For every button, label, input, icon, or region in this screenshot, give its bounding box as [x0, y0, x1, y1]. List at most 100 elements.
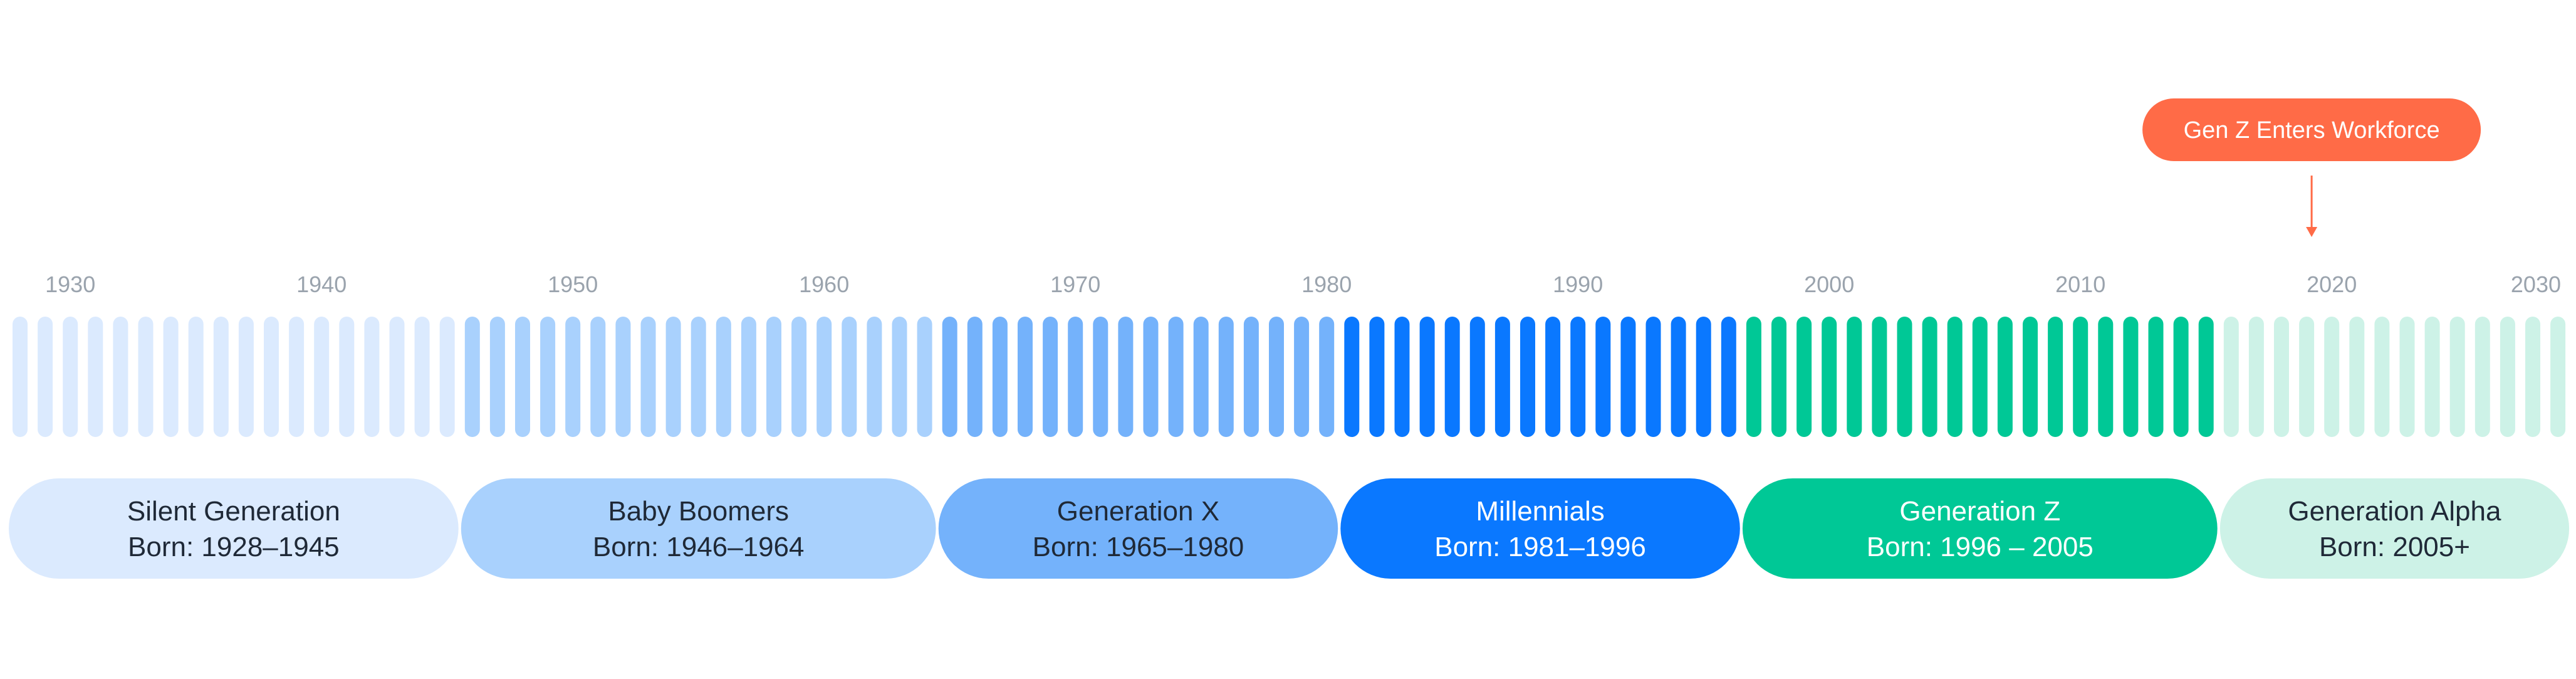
- generation-pills: Silent Generation Born: 1928–1945 Baby Boo…: [9, 478, 2570, 579]
- year-bar-2009: [2048, 317, 2063, 437]
- year-bar-1968: [1018, 317, 1033, 437]
- year-bar-1943: [389, 317, 405, 437]
- year-bar-2025: [2449, 317, 2465, 437]
- year-bar-1978: [1269, 317, 1284, 437]
- year-bar-1997: [1746, 317, 1761, 437]
- year-bar-1992: [1620, 317, 1636, 437]
- year-bar-1946: [464, 317, 480, 437]
- generation-born-range: Born: 1981–1996: [1434, 532, 1646, 562]
- year-bar-1991: [1595, 317, 1611, 437]
- generation-name: Generation Alpha: [2288, 496, 2501, 527]
- generation-pill-bg: [938, 478, 1338, 579]
- generation-pill-3: Millennials Born: 1981–1996: [1340, 478, 1740, 579]
- year-bar-1974: [1168, 317, 1184, 437]
- year-bar-1988: [1520, 317, 1535, 437]
- year-bar-2007: [1997, 317, 2013, 437]
- year-label-1940: 1940: [296, 271, 347, 297]
- generation-pill-1: Baby Boomers Born: 1946–1964: [461, 478, 936, 579]
- year-bar-1966: [967, 317, 983, 437]
- year-label-1990: 1990: [1553, 271, 1603, 297]
- year-bar-1941: [339, 317, 355, 437]
- year-bar-1970: [1068, 317, 1083, 437]
- year-bar-2016: [2223, 317, 2239, 437]
- year-bar-2001: [1847, 317, 1862, 437]
- year-bar-2028: [2525, 317, 2540, 437]
- year-bar-1940: [314, 317, 330, 437]
- year-bar-2014: [2173, 317, 2189, 437]
- year-bar-1936: [213, 317, 229, 437]
- year-bar-1953: [640, 317, 656, 437]
- year-bar-2008: [2023, 317, 2038, 437]
- year-bar-1951: [590, 317, 606, 437]
- year-bar-1962: [867, 317, 882, 437]
- year-bar-2027: [2500, 317, 2515, 437]
- year-bar-1957: [741, 317, 756, 437]
- year-bar-1976: [1218, 317, 1234, 437]
- year-bar-2022: [2374, 317, 2390, 437]
- year-bar-2005: [1947, 317, 1963, 437]
- year-bar-1938: [264, 317, 279, 437]
- year-bar-1932: [113, 317, 128, 437]
- generation-pill-5: Generation Alpha Born: 2005+: [2219, 478, 2570, 579]
- year-bar-1979: [1294, 317, 1310, 437]
- workforce-callout: Gen Z Enters Workforce: [2142, 98, 2481, 237]
- year-bar-1969: [1043, 317, 1058, 437]
- year-label-1980: 1980: [1301, 271, 1352, 297]
- year-bar-1983: [1394, 317, 1410, 437]
- year-bar-1963: [892, 317, 907, 437]
- year-bar-2002: [1872, 317, 1887, 437]
- year-label-2010: 2010: [2055, 271, 2105, 297]
- generation-pill-bg: [461, 478, 936, 579]
- year-label-2000: 2000: [1804, 271, 1854, 297]
- generation-name: Baby Boomers: [608, 496, 789, 527]
- year-bar-1980: [1319, 317, 1335, 437]
- generation-pill-bg: [1742, 478, 2218, 579]
- year-bar-2023: [2399, 317, 2415, 437]
- year-bar-2024: [2424, 317, 2440, 437]
- year-bar-1955: [691, 317, 706, 437]
- year-bar-1942: [364, 317, 380, 437]
- year-bar-1986: [1469, 317, 1485, 437]
- year-bar-2026: [2474, 317, 2490, 437]
- year-bar-1939: [289, 317, 305, 437]
- year-bar-1999: [1796, 317, 1812, 437]
- year-bar-2013: [2148, 317, 2164, 437]
- year-bar-2010: [2073, 317, 2088, 437]
- year-bar-1956: [716, 317, 731, 437]
- year-bar-1933: [138, 317, 154, 437]
- year-bar-1972: [1118, 317, 1134, 437]
- generation-pill-2: Generation X Born: 1965–1980: [938, 478, 1338, 579]
- year-bar-2021: [2349, 317, 2365, 437]
- year-bar-1929: [38, 317, 53, 437]
- year-bar-2004: [1922, 317, 1937, 437]
- year-bar-2003: [1897, 317, 1912, 437]
- generation-born-range: Born: 1946–1964: [593, 532, 805, 562]
- year-bar-1998: [1771, 317, 1786, 437]
- year-bar-1977: [1243, 317, 1259, 437]
- callout-badge: [2142, 98, 2481, 161]
- year-bar-1935: [188, 317, 204, 437]
- year-label-2030: 2030: [2511, 271, 2561, 297]
- year-bar-1973: [1143, 317, 1159, 437]
- year-bar-1931: [88, 317, 103, 437]
- year-bar-1990: [1570, 317, 1586, 437]
- year-bar-1965: [942, 317, 957, 437]
- year-label-1930: 1930: [45, 271, 95, 297]
- year-bar-1985: [1444, 317, 1460, 437]
- year-bars: [13, 317, 2566, 437]
- callout-arrow-icon: [2306, 227, 2318, 237]
- year-bar-1982: [1369, 317, 1385, 437]
- year-bar-1989: [1545, 317, 1561, 437]
- year-label-2020: 2020: [2307, 271, 2357, 297]
- year-bar-2006: [1972, 317, 1988, 437]
- year-bar-1993: [1645, 317, 1661, 437]
- year-bar-1950: [565, 317, 581, 437]
- generation-pill-4: Generation Z Born: 1996 – 2005: [1742, 478, 2218, 579]
- year-bar-1959: [791, 317, 807, 437]
- year-bar-1960: [816, 317, 832, 437]
- year-bar-1944: [414, 317, 430, 437]
- year-bar-1995: [1696, 317, 1711, 437]
- year-label-1950: 1950: [548, 271, 598, 297]
- year-bar-1975: [1193, 317, 1209, 437]
